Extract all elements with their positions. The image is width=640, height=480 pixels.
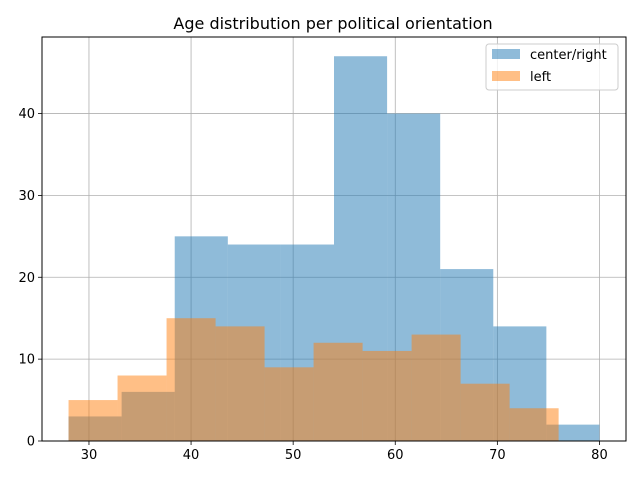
histogram-bar (313, 342, 363, 441)
legend-swatch-left (492, 71, 520, 81)
x-tick-label: 40 (183, 448, 200, 463)
y-tick-label: 40 (18, 107, 35, 122)
histogram-bar (117, 375, 167, 441)
histogram-bar (460, 383, 510, 441)
histogram-bar (166, 318, 216, 441)
bars-layer (68, 56, 600, 441)
x-tick-label: 60 (387, 448, 404, 463)
histogram-bar (411, 334, 461, 441)
x-tick-label: 50 (285, 448, 302, 463)
y-tick-label: 30 (18, 189, 35, 204)
chart-title: Age distribution per political orientati… (173, 14, 492, 33)
histogram-bar (68, 400, 118, 441)
y-tick-label: 10 (18, 353, 35, 368)
series-left (68, 318, 559, 441)
legend-label-left: left (530, 70, 551, 85)
histogram-bar (362, 350, 412, 441)
y-tick-label: 20 (18, 271, 35, 286)
plot-frame (41, 36, 627, 442)
histogram-bar (215, 326, 265, 441)
legend-label-center-right: center/right (530, 48, 607, 63)
axis-ticks: 30 40 50 60 70 80 0 10 20 30 40 (18, 107, 607, 463)
legend: center/right left (485, 43, 619, 91)
y-tick-label: 0 (27, 435, 35, 450)
histogram-bar (264, 367, 314, 441)
x-tick-label: 70 (489, 448, 506, 463)
x-tick-label: 80 (591, 448, 608, 463)
x-tick-label: 30 (81, 448, 98, 463)
histogram-bar (546, 424, 600, 441)
legend-swatch-center-right (492, 49, 520, 59)
histogram-bar (509, 408, 559, 441)
